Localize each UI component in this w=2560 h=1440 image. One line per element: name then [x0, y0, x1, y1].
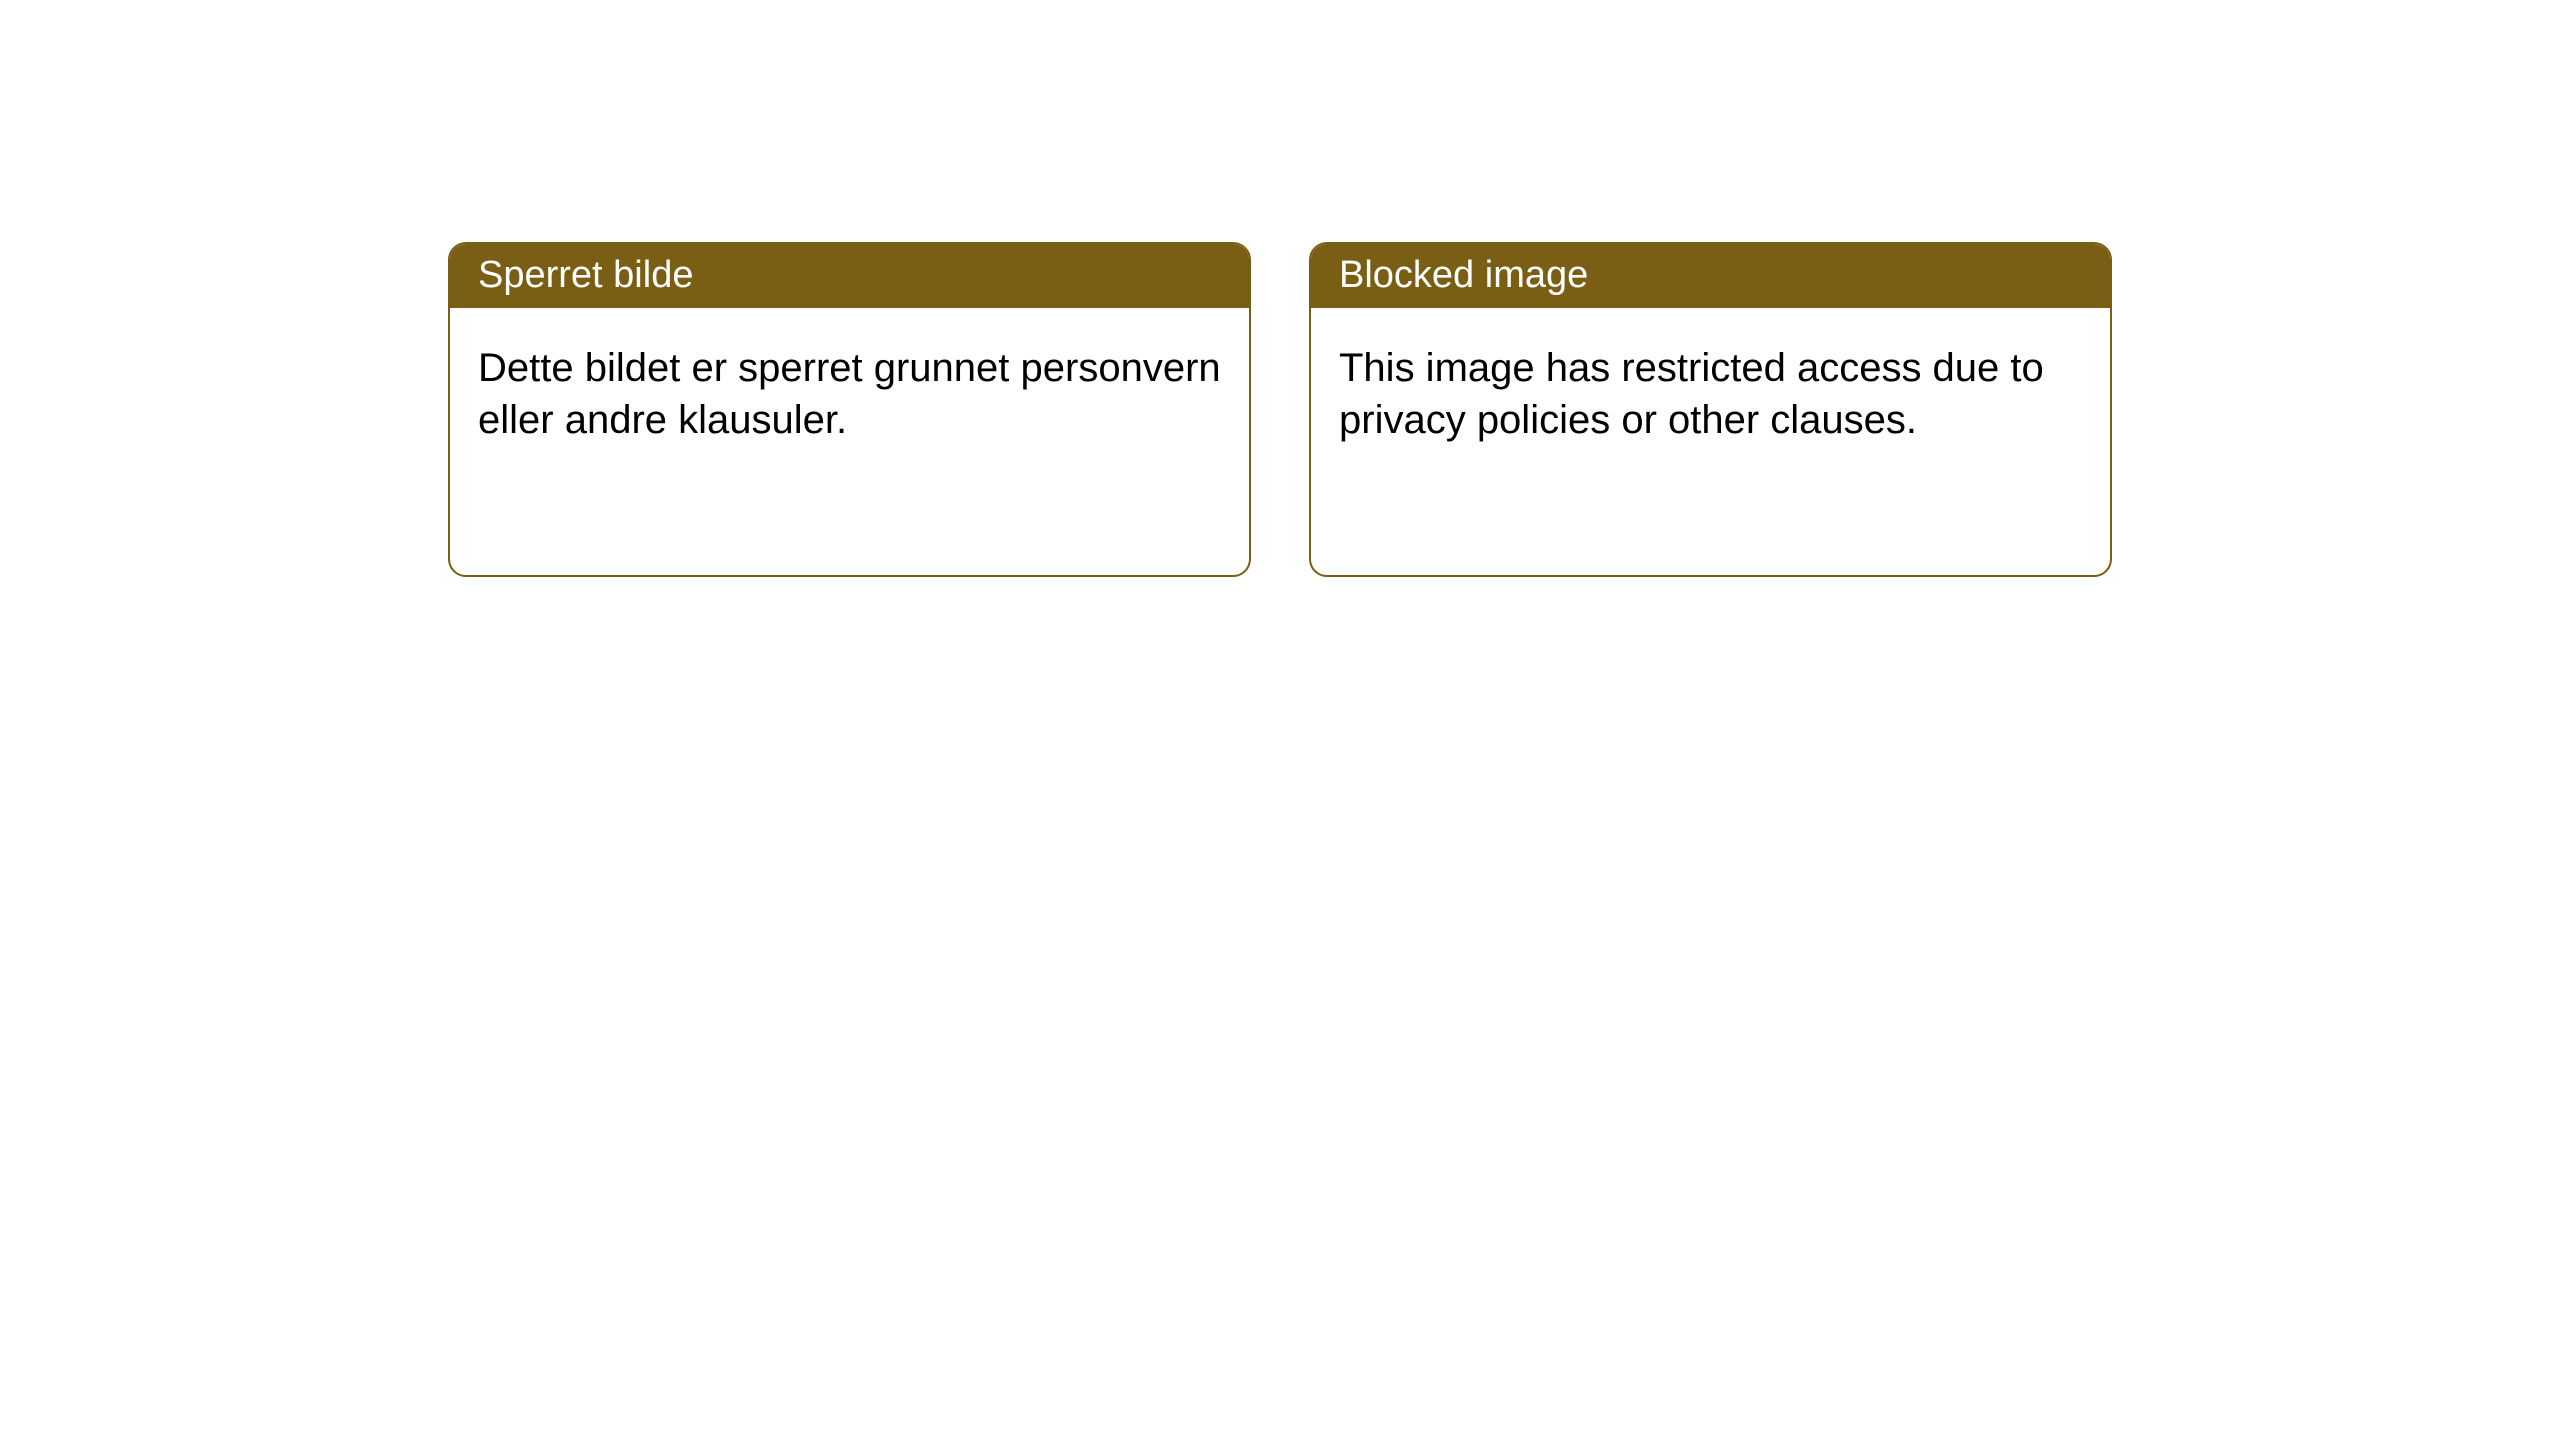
card-blocked-no: Sperret bilde Dette bildet er sperret gr… — [448, 242, 1251, 577]
card-header-en: Blocked image — [1311, 244, 2110, 308]
card-body-text-no: Dette bildet er sperret grunnet personve… — [478, 346, 1221, 442]
card-body-no: Dette bildet er sperret grunnet personve… — [450, 308, 1249, 480]
cards-container: Sperret bilde Dette bildet er sperret gr… — [448, 242, 2112, 577]
card-body-en: This image has restricted access due to … — [1311, 308, 2110, 480]
card-body-text-en: This image has restricted access due to … — [1339, 346, 2044, 442]
card-blocked-en: Blocked image This image has restricted … — [1309, 242, 2112, 577]
card-title-en: Blocked image — [1339, 254, 1588, 296]
card-title-no: Sperret bilde — [478, 254, 693, 296]
card-header-no: Sperret bilde — [450, 244, 1249, 308]
